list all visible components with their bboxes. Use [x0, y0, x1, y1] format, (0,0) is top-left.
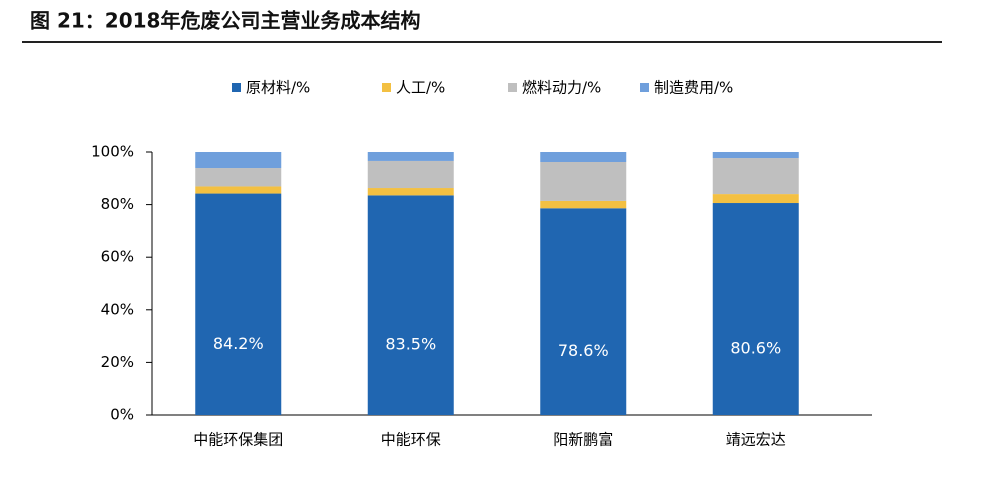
legend-swatch: [640, 83, 649, 92]
x-tick-label: 中能环保集团: [193, 431, 283, 449]
y-tick-label: 0%: [110, 406, 134, 424]
bar-segment: [195, 186, 282, 194]
y-tick-label: 100%: [91, 143, 134, 161]
y-tick-label: 80%: [101, 195, 134, 213]
value-label: 80.6%: [730, 339, 781, 358]
legend-label: 原材料/%: [246, 79, 310, 97]
bar-segment: [195, 152, 282, 169]
bar-segment: [367, 195, 454, 415]
bar-segment: [712, 203, 799, 415]
bar-segment: [367, 188, 454, 196]
legend-swatch: [232, 83, 241, 92]
x-tick-label: 中能环保: [381, 431, 441, 449]
y-tick-label: 40%: [101, 300, 134, 318]
legend-swatch: [508, 83, 517, 92]
value-label: 84.2%: [213, 334, 264, 353]
legend-label: 制造费用/%: [654, 79, 733, 97]
bar-segment: [195, 193, 282, 415]
bar-segment: [540, 152, 627, 162]
x-tick-label: 阳新鹏富: [553, 431, 613, 449]
value-label: 78.6%: [558, 341, 609, 360]
bar-segment: [367, 160, 454, 189]
bar-segment: [712, 152, 799, 159]
bar-segment: [195, 168, 282, 187]
bar-segment: [540, 161, 627, 201]
bar-segment: [540, 200, 627, 209]
chart-title: 图 21：2018年危废公司主营业务成本结构: [30, 9, 420, 33]
y-tick-label: 20%: [101, 353, 134, 371]
bar-segment: [712, 194, 799, 204]
legend-swatch: [382, 83, 391, 92]
y-tick-label: 60%: [101, 248, 134, 266]
legend-label: 燃料动力/%: [522, 79, 601, 97]
value-label: 83.5%: [385, 335, 436, 354]
legend-label: 人工/%: [396, 79, 445, 97]
bar-segment: [367, 152, 454, 161]
bar-segment: [712, 158, 799, 195]
x-tick-label: 靖远宏达: [726, 431, 786, 449]
bar-segment: [540, 208, 627, 415]
